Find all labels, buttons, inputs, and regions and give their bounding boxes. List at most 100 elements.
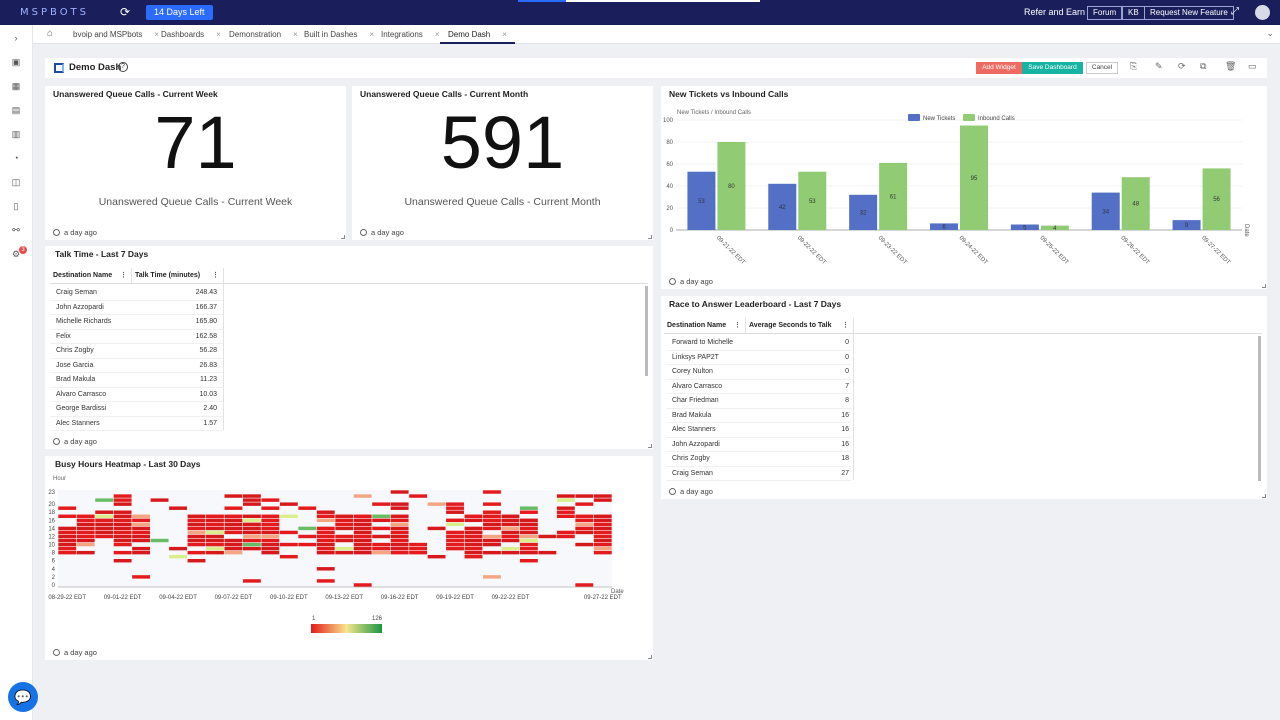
chat-support-button[interactable]: 💬 — [8, 682, 38, 712]
heatmap-cell[interactable] — [242, 579, 261, 583]
heatmap-cell[interactable] — [556, 510, 575, 514]
heatmap-cell[interactable] — [95, 510, 114, 514]
heatmap-cell[interactable] — [316, 579, 335, 583]
tab-demo-dash[interactable]: Demo Dash × — [440, 25, 515, 44]
heatmap-cell[interactable] — [483, 534, 501, 539]
heatmap-cell[interactable] — [372, 550, 391, 555]
heatmap-cell[interactable] — [390, 550, 409, 555]
heatmap-cell[interactable] — [58, 530, 77, 535]
heatmap-cell[interactable] — [390, 538, 409, 543]
heatmap-cell[interactable] — [446, 502, 464, 506]
table-icon[interactable]: ▥ — [11, 129, 21, 139]
heatmap-cell[interactable] — [206, 514, 224, 518]
column-header-talk-time[interactable]: Talk Time (minutes) ⋮ — [132, 268, 224, 283]
heatmap-cell[interactable] — [372, 546, 391, 551]
bar-new-tickets[interactable] — [930, 223, 958, 230]
column-header-destination[interactable]: Destination Name ⋮ — [664, 318, 746, 333]
heatmap-cell[interactable] — [206, 522, 224, 527]
heatmap-cell[interactable] — [483, 510, 501, 514]
heatmap-cell[interactable] — [169, 546, 187, 551]
heatmap-cell[interactable] — [519, 546, 538, 551]
heatmap-cell[interactable] — [556, 506, 575, 510]
pie-chart-icon[interactable]: ◔ — [13, 153, 19, 163]
heatmap-cell[interactable] — [95, 518, 114, 523]
save-dashboard-button[interactable]: Save Dashboard — [1022, 62, 1083, 74]
heatmap-cell[interactable] — [95, 530, 114, 535]
heatmap-cell[interactable] — [187, 530, 206, 535]
heatmap-cell[interactable] — [556, 534, 575, 539]
table-row[interactable]: Char Friedman 8 — [666, 394, 851, 409]
heatmap-cell[interactable] — [353, 518, 372, 523]
heatmap-cell[interactable] — [316, 530, 335, 535]
heatmap-cell[interactable] — [132, 518, 151, 523]
heatmap-cell[interactable] — [76, 542, 95, 547]
refresh-icon[interactable]: ⟳ — [1178, 61, 1186, 71]
heatmap-cell[interactable] — [169, 554, 187, 559]
heatmap-cell[interactable] — [501, 530, 520, 535]
heatmap-cell[interactable] — [224, 494, 243, 498]
heatmap-cell[interactable] — [279, 554, 298, 559]
heatmap-cell[interactable] — [58, 534, 77, 539]
table-row[interactable]: Linksys PAP2T 0 — [666, 351, 851, 365]
heatmap-cell[interactable] — [316, 550, 335, 555]
table-row[interactable]: Craig Seman 27 — [666, 467, 851, 481]
heatmap-cell[interactable] — [593, 498, 612, 502]
resize-handle[interactable] — [648, 235, 652, 239]
heatmap-cell[interactable] — [372, 526, 391, 531]
heatmap-cell[interactable] — [353, 514, 372, 518]
heatmap-cell[interactable] — [261, 550, 280, 555]
heatmap-cell[interactable] — [206, 530, 224, 535]
heatmap-cell[interactable] — [206, 526, 224, 531]
expand-sidebar-icon[interactable]: › — [14, 33, 18, 43]
heatmap-cell[interactable] — [242, 546, 261, 551]
heatmap-cell[interactable] — [113, 502, 132, 506]
avatar[interactable] — [1255, 5, 1270, 20]
table-row[interactable]: Alvaro Carrasco 10.03 — [50, 388, 223, 402]
integrations-icon[interactable]: ⚯ — [12, 225, 20, 235]
bar-inbound-calls[interactable] — [960, 125, 988, 231]
resize-handle[interactable] — [648, 655, 652, 659]
tab-bvoip[interactable]: bvoip and MSPbots × — [73, 30, 160, 39]
heatmap-cell[interactable] — [575, 530, 594, 535]
heatmap-cell[interactable] — [76, 530, 95, 535]
heatmap-cell[interactable] — [242, 494, 261, 498]
heatmap-cell[interactable] — [113, 542, 132, 547]
heatmap-cell[interactable] — [501, 514, 520, 518]
heatmap-cell[interactable] — [353, 530, 372, 535]
mspbots-logo[interactable]: MSPBOTS — [20, 7, 90, 18]
heatmap-cell[interactable] — [113, 522, 132, 527]
heatmap-cell[interactable] — [390, 526, 409, 531]
heatmap-cell[interactable] — [113, 534, 132, 539]
heatmap-cell[interactable] — [519, 506, 538, 510]
heatmap-cell[interactable] — [390, 522, 409, 527]
help-icon[interactable]: ? — [118, 62, 128, 72]
heatmap-cell[interactable] — [575, 502, 594, 506]
heatmap-cell[interactable] — [224, 518, 243, 523]
heatmap-cell[interactable] — [390, 506, 409, 510]
heatmap-cell[interactable] — [483, 538, 501, 543]
heatmap-cell[interactable] — [593, 534, 612, 539]
heatmap-cell[interactable] — [483, 502, 501, 506]
heatmap-cell[interactable] — [58, 506, 77, 510]
heatmap-cell[interactable] — [58, 542, 77, 547]
heatmap-cell[interactable] — [372, 502, 391, 506]
heatmap-cell[interactable] — [76, 518, 95, 523]
table-row[interactable]: Michelle Richards 165.80 — [50, 315, 223, 330]
heatmap-cell[interactable] — [58, 514, 77, 518]
legend-swatch[interactable] — [908, 114, 920, 121]
heatmap-cell[interactable] — [446, 518, 464, 523]
heatmap-cell[interactable] — [187, 542, 206, 547]
heatmap-cell[interactable] — [483, 542, 501, 547]
heatmap-cell[interactable] — [372, 534, 391, 539]
table-row[interactable]: Jose Garcia 26.83 — [50, 359, 223, 373]
heatmap-cell[interactable] — [501, 522, 520, 527]
table-row[interactable]: Alec Stanners 16 — [666, 423, 851, 438]
heatmap-cell[interactable] — [76, 538, 95, 543]
widgets-icon[interactable]: ▦ — [11, 81, 21, 91]
heatmap-cell[interactable] — [501, 534, 520, 539]
color-scale[interactable] — [311, 624, 382, 633]
heatmap-cell[interactable] — [187, 518, 206, 523]
heatmap-cell[interactable] — [261, 534, 280, 539]
heatmap-cell[interactable] — [113, 514, 132, 518]
